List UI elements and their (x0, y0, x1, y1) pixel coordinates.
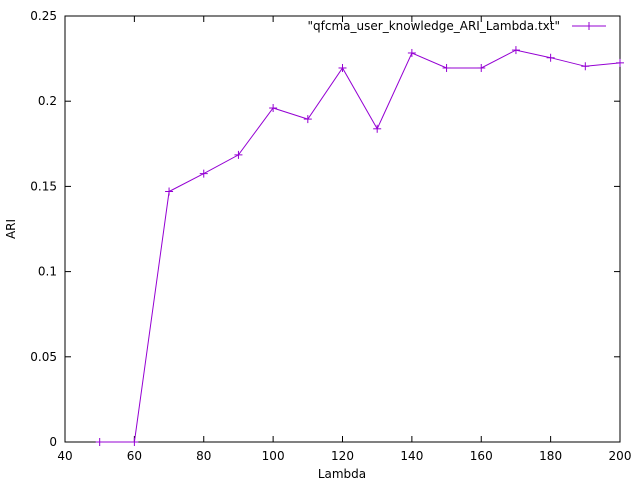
x-tick-label: 160 (470, 449, 493, 463)
legend: "qfcma_user_knowledge_ARI_Lambda.txt" (308, 19, 606, 33)
x-tick-label: 60 (127, 449, 142, 463)
x-tick-label: 200 (609, 449, 632, 463)
data-point (581, 62, 590, 71)
y-tick-label: 0.1 (38, 265, 57, 279)
data-point (373, 124, 382, 133)
data-point (407, 48, 416, 57)
data-point (130, 438, 139, 446)
x-tick-label: 40 (57, 449, 72, 463)
data-point (165, 187, 174, 196)
ticks-layer: 40 60 80 100 120 140 160 180 200 0 0.05 0.1 0.15 0.2 0… (30, 9, 631, 463)
y-axis-label: ARI (4, 219, 18, 239)
data-point (234, 150, 243, 159)
y-tick-label: 0.05 (30, 350, 57, 364)
y-tick-label: 0 (49, 435, 57, 449)
x-tick-label: 100 (262, 449, 285, 463)
legend-sample (572, 22, 606, 30)
data-point (338, 63, 347, 72)
y-tick-label: 0.2 (38, 94, 57, 108)
legend-label: "qfcma_user_knowledge_ARI_Lambda.txt" (308, 19, 560, 33)
x-tick-label: 80 (196, 449, 211, 463)
series-layer (95, 46, 624, 446)
data-point (95, 438, 104, 446)
data-point (269, 104, 278, 113)
data-point (546, 53, 555, 62)
x-tick-label: 140 (400, 449, 423, 463)
data-point (442, 63, 451, 72)
plot-frame (64, 15, 621, 443)
x-tick-label: 120 (331, 449, 354, 463)
data-point (199, 169, 208, 178)
y-tick-label: 0.15 (30, 179, 57, 193)
data-point (303, 115, 312, 124)
y-tick-label: 0.25 (30, 9, 57, 23)
series-line (99, 49, 621, 443)
x-tick-label: 180 (539, 449, 562, 463)
data-point (477, 63, 486, 72)
data-point (616, 58, 624, 67)
data-point (511, 46, 520, 55)
x-axis-label: Lambda (318, 467, 366, 480)
